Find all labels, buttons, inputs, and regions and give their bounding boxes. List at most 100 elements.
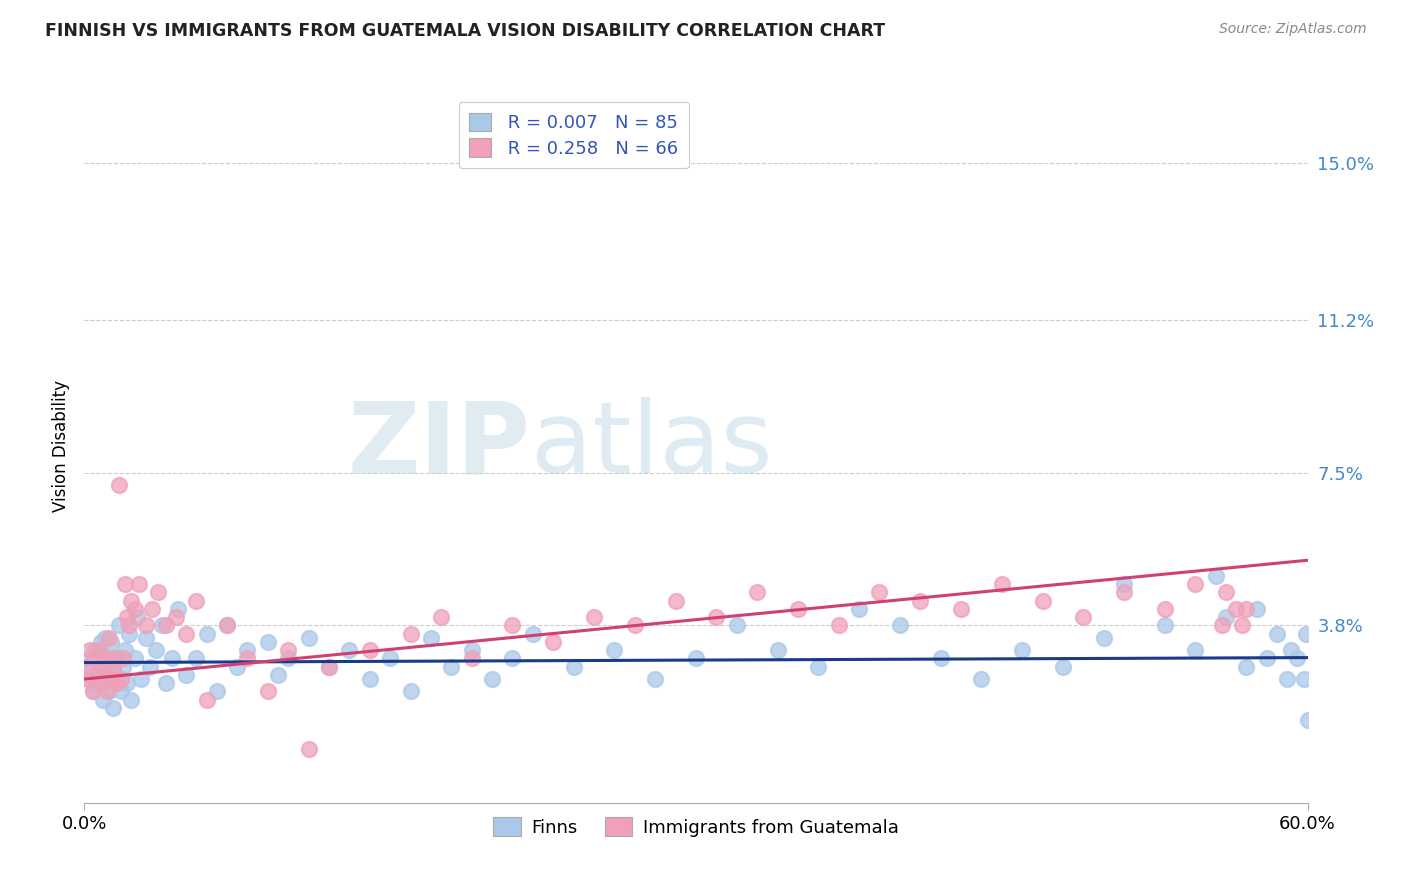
Point bbox=[77, 672, 100, 686]
Point bbox=[90, 676, 112, 690]
Point bbox=[86, 668, 108, 682]
Point bbox=[226, 659, 249, 673]
Point bbox=[146, 585, 169, 599]
Point bbox=[165, 610, 187, 624]
Point bbox=[318, 659, 340, 673]
Point bbox=[97, 684, 120, 698]
Point bbox=[1092, 631, 1115, 645]
Point bbox=[1236, 602, 1258, 616]
Point bbox=[725, 618, 748, 632]
Point bbox=[105, 676, 128, 690]
Text: atlas: atlas bbox=[531, 398, 772, 494]
Point bbox=[543, 635, 565, 649]
Point bbox=[101, 659, 124, 673]
Point bbox=[318, 659, 340, 673]
Point bbox=[104, 651, 127, 665]
Point bbox=[77, 672, 100, 686]
Point bbox=[105, 651, 128, 665]
Point bbox=[83, 643, 105, 657]
Point bbox=[603, 643, 626, 657]
Point bbox=[120, 692, 142, 706]
Point bbox=[87, 668, 110, 682]
Point bbox=[195, 626, 218, 640]
Point bbox=[112, 659, 135, 673]
Point bbox=[1246, 602, 1268, 616]
Point bbox=[115, 610, 138, 624]
Point bbox=[217, 618, 239, 632]
Point bbox=[277, 651, 299, 665]
Point bbox=[1154, 618, 1177, 632]
Point bbox=[440, 659, 463, 673]
Point bbox=[298, 742, 321, 756]
Point bbox=[562, 659, 585, 673]
Text: Source: ZipAtlas.com: Source: ZipAtlas.com bbox=[1219, 22, 1367, 37]
Point bbox=[869, 585, 891, 599]
Point bbox=[1286, 651, 1309, 665]
Point bbox=[155, 676, 177, 690]
Point bbox=[848, 602, 870, 616]
Point bbox=[108, 478, 131, 492]
Point bbox=[991, 577, 1014, 591]
Point bbox=[205, 684, 228, 698]
Point bbox=[1211, 618, 1233, 632]
Point bbox=[87, 643, 110, 657]
Point bbox=[93, 659, 115, 673]
Point bbox=[97, 631, 120, 645]
Point bbox=[1256, 651, 1278, 665]
Point bbox=[583, 610, 606, 624]
Point bbox=[112, 651, 135, 665]
Point bbox=[86, 676, 108, 690]
Point bbox=[706, 610, 728, 624]
Point bbox=[120, 593, 142, 607]
Point bbox=[1032, 593, 1054, 607]
Point bbox=[1184, 643, 1206, 657]
Point bbox=[430, 610, 453, 624]
Point bbox=[1114, 577, 1136, 591]
Point bbox=[1279, 643, 1302, 657]
Text: ZIP: ZIP bbox=[347, 398, 531, 494]
Point bbox=[624, 618, 647, 632]
Point bbox=[96, 651, 118, 665]
Point bbox=[186, 593, 208, 607]
Point bbox=[93, 651, 115, 665]
Point bbox=[399, 626, 422, 640]
Point bbox=[124, 651, 146, 665]
Point bbox=[1265, 626, 1288, 640]
Point bbox=[1052, 659, 1074, 673]
Point bbox=[174, 668, 197, 682]
Point bbox=[950, 602, 973, 616]
Point bbox=[236, 651, 259, 665]
Point bbox=[127, 610, 149, 624]
Point bbox=[828, 618, 851, 632]
Point bbox=[160, 651, 183, 665]
Point bbox=[257, 684, 280, 698]
Point bbox=[1154, 602, 1177, 616]
Point bbox=[1073, 610, 1095, 624]
Point bbox=[79, 651, 101, 665]
Point bbox=[1277, 672, 1299, 686]
Y-axis label: Vision Disability: Vision Disability bbox=[52, 380, 70, 512]
Point bbox=[110, 672, 132, 686]
Point bbox=[1114, 585, 1136, 599]
Point bbox=[1225, 602, 1247, 616]
Point bbox=[114, 643, 136, 657]
Point bbox=[502, 618, 524, 632]
Point bbox=[1215, 610, 1237, 624]
Point bbox=[217, 618, 239, 632]
Point bbox=[1296, 714, 1319, 728]
Point bbox=[257, 635, 280, 649]
Point bbox=[929, 651, 952, 665]
Point bbox=[380, 651, 402, 665]
Point bbox=[339, 643, 361, 657]
Point bbox=[195, 692, 218, 706]
Point bbox=[108, 618, 131, 632]
Point bbox=[399, 684, 422, 698]
Point bbox=[118, 626, 141, 640]
Point bbox=[889, 618, 911, 632]
Point bbox=[1295, 626, 1317, 640]
Point bbox=[100, 672, 122, 686]
Point bbox=[101, 701, 124, 715]
Point bbox=[359, 643, 381, 657]
Point bbox=[155, 618, 177, 632]
Point bbox=[910, 593, 932, 607]
